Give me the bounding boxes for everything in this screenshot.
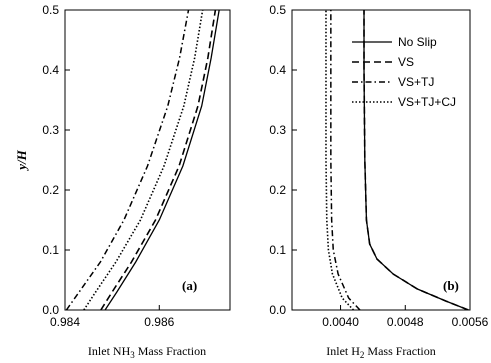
panel-a-series-vs xyxy=(100,10,217,310)
panel-a-y-tick-label: 0.4 xyxy=(42,63,59,77)
panel-a-series xyxy=(65,10,220,310)
panel-b-x-tick-label: 0.0056 xyxy=(452,315,489,329)
legend-entry: VS+TJ xyxy=(398,75,434,89)
legend: No Slip VS VS+TJ VS+TJ+CJ xyxy=(352,35,456,109)
panel-b-y-tick-label: 0.3 xyxy=(269,123,286,137)
panel-a-x-axis: 0.984 0.986 xyxy=(50,305,175,329)
panel-a-y-tick-label: 0.3 xyxy=(42,123,59,137)
panel-b-series xyxy=(325,10,469,310)
panel-a-frame xyxy=(64,9,231,311)
panel-b: 0.0 0.1 0.2 0.3 0.4 0.5 0.0040 0.0048 0.0056 (b… xyxy=(269,3,488,360)
panel-b-label: (b) xyxy=(443,278,459,293)
legend-entry: No Slip xyxy=(398,35,437,49)
panel-b-series-vs xyxy=(363,10,469,310)
panel-a-series-no-slip xyxy=(104,10,220,310)
panel-b-frame xyxy=(291,9,471,311)
panel-a-series-vs-tj xyxy=(65,10,190,310)
legend-entry: VS+TJ+CJ xyxy=(398,95,456,109)
panel-b-x-axis-label-suffix: Mass Fraction xyxy=(364,344,435,358)
panel-b-y-tick-label: 0.0 xyxy=(269,303,286,317)
panel-b-x-tick-label: 0.0040 xyxy=(322,315,359,329)
panel-b-series-vs-tj xyxy=(330,10,361,310)
panel-a-x-axis-label-prefix: Inlet NH xyxy=(88,344,131,358)
panel-b-series-no-slip xyxy=(363,10,469,310)
panel-b-x-axis-label-sub: 2 xyxy=(360,350,365,360)
panel-b-y-axis: 0.0 0.1 0.2 0.3 0.4 0.5 xyxy=(269,3,297,317)
panel-b-x-tick-label: 0.0048 xyxy=(387,315,424,329)
panel-a-x-axis-label-sub: 3 xyxy=(130,350,135,360)
y-axis-label: y/H xyxy=(14,149,29,171)
panel-a-x-tick-label: 0.986 xyxy=(144,315,174,329)
panel-a-y-tick-label: 0.1 xyxy=(42,243,59,257)
panel-a: 0.0 0.1 0.2 0.3 0.4 0.5 0.984 0.986 (a) y/H In… xyxy=(14,3,231,360)
panel-a-y-tick-label: 0.5 xyxy=(42,3,59,17)
panel-b-y-tick-label: 0.2 xyxy=(269,183,286,197)
panel-a-label: (a) xyxy=(182,278,197,293)
panel-b-y-tick-label: 0.1 xyxy=(269,243,286,257)
panel-a-x-axis-label: Inlet NH3 Mass Fraction xyxy=(88,344,206,360)
panel-b-x-axis-label: Inlet H2 Mass Fraction xyxy=(326,344,435,360)
panel-a-x-tick-label: 0.984 xyxy=(50,315,80,329)
panel-a-y-tick-label: 0.0 xyxy=(42,303,59,317)
panel-b-y-tick-label: 0.4 xyxy=(269,63,286,77)
panel-b-series-vs-tj-cj xyxy=(325,10,355,310)
panel-b-x-axis: 0.0040 0.0048 0.0056 xyxy=(322,305,489,329)
panel-b-x-axis-label-prefix: Inlet H xyxy=(326,344,360,358)
panel-a-y-axis: 0.0 0.1 0.2 0.3 0.4 0.5 xyxy=(42,3,70,317)
panel-a-x-axis-label-suffix: Mass Fraction xyxy=(135,344,206,358)
panel-a-y-tick-label: 0.2 xyxy=(42,183,59,197)
legend-entry: VS xyxy=(398,55,414,69)
panel-b-y-tick-label: 0.5 xyxy=(269,3,286,17)
